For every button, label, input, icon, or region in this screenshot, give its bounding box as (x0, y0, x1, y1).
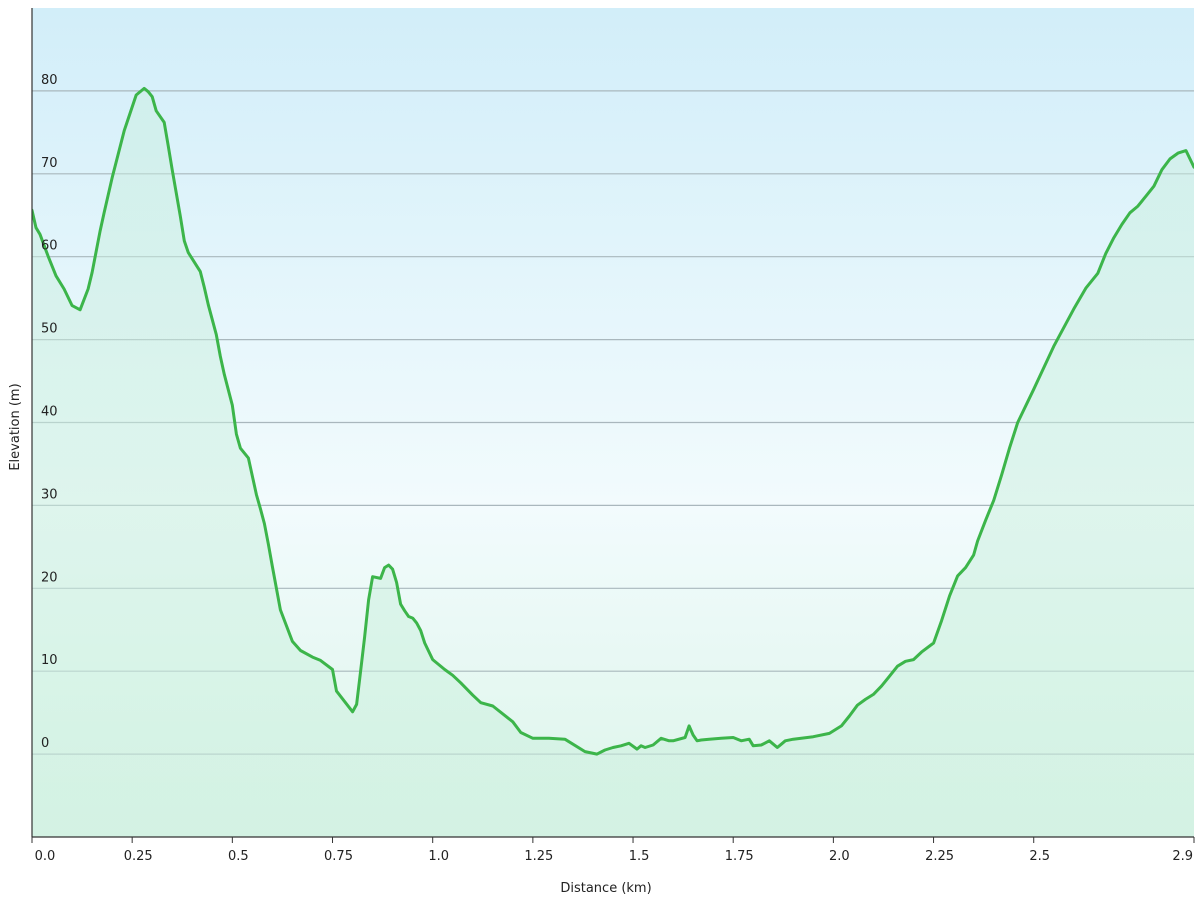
x-tick-label: 1.5 (629, 849, 650, 864)
y-tick-label: 30 (41, 487, 58, 502)
y-tick-label: 80 (41, 73, 58, 88)
elevation-area (32, 88, 1194, 837)
x-axis-title: Distance (km) (560, 881, 651, 896)
y-axis-title: Elevation (m) (8, 383, 23, 470)
x-tick-label: 0.0 (35, 849, 56, 864)
y-ticks: 0 10 20 30 40 50 60 70 80 (41, 73, 58, 751)
y-tick-label: 20 (41, 570, 58, 585)
x-tick-label: 0.75 (324, 849, 353, 864)
elevation-line (32, 86, 1194, 756)
y-tick-label: 50 (41, 322, 58, 337)
y-tick-label: 0 (41, 736, 49, 751)
x-ticks: 0.0 0.25 0.5 0.75 1.0 1.25 1.5 1.75 2.0 2.25 2.5 2.… (31, 837, 1195, 864)
x-tick-label: 2.5 (1029, 849, 1050, 864)
y-tick-label: 60 (41, 239, 58, 254)
x-tick-label: 1.25 (524, 849, 553, 864)
area-layer (32, 88, 1194, 837)
x-tick-label: 0.25 (124, 849, 153, 864)
x-tick-label: 2.25 (925, 849, 954, 864)
line-layer (32, 86, 1194, 756)
x-tick-label: 1.0 (428, 849, 449, 864)
x-tick-label: 2.9 (1172, 849, 1193, 864)
x-tick-label: 2.0 (829, 849, 850, 864)
y-tick-label: 40 (41, 405, 58, 420)
x-tick-label: 1.75 (725, 849, 754, 864)
y-tick-label: 10 (41, 653, 58, 668)
y-tick-label: 70 (41, 156, 58, 171)
x-tick-label: 0.5 (228, 849, 249, 864)
